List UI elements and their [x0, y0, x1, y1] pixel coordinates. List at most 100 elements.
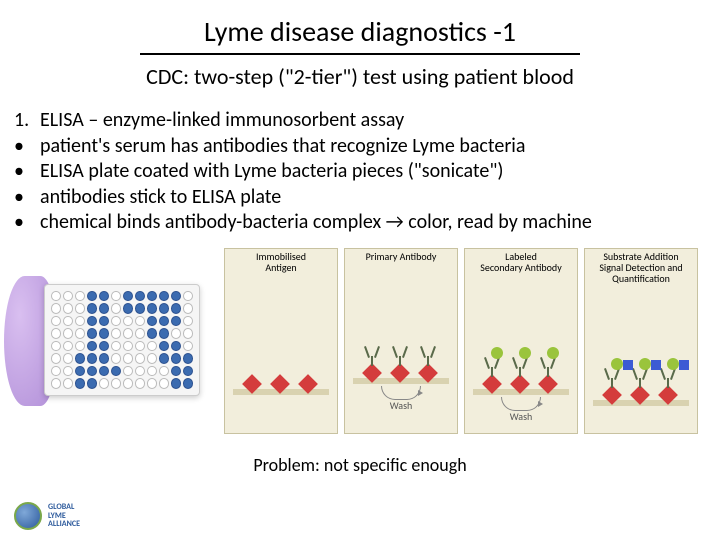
substrate-icon	[651, 360, 661, 370]
wash-label: Wash	[390, 399, 413, 412]
well	[75, 316, 85, 327]
well	[159, 366, 169, 377]
enzyme-icon	[491, 347, 503, 359]
panel-body: Wash	[465, 277, 577, 425]
list-item: •chemical binds antibody-bacteria comple…	[14, 210, 708, 236]
well	[87, 316, 97, 327]
well	[51, 303, 61, 314]
list-marker: •	[14, 134, 40, 160]
title-underline	[140, 53, 580, 55]
elisa-panel: Primary Antibody Wash	[344, 248, 458, 434]
page-title: Lyme disease diagnostics -1	[0, 0, 720, 49]
well	[123, 303, 133, 314]
elisa-panel: LabeledSecondary Antibody Wash	[464, 248, 578, 434]
list-item: •antibodies stick to ELISA plate	[14, 185, 708, 211]
well	[75, 378, 85, 389]
antibody-icon	[604, 368, 620, 388]
subtitle: CDC: two-step ("2-tier") test using pati…	[0, 63, 720, 90]
panel-label: Primary Antibody	[345, 249, 457, 264]
bullet-list: 1.ELISA – enzyme-linked immunosorbent as…	[14, 108, 708, 236]
well	[171, 341, 181, 352]
well	[111, 366, 121, 377]
list-marker: 1.	[14, 108, 40, 134]
well	[75, 341, 85, 352]
antibody-icon	[540, 357, 556, 377]
well	[159, 291, 169, 302]
well	[111, 353, 121, 364]
antibody-icon	[512, 357, 528, 377]
substrate-icon	[679, 360, 689, 370]
list-item: •ELISA plate coated with Lyme bacteria p…	[14, 159, 708, 185]
well	[87, 328, 97, 339]
well	[99, 366, 109, 377]
well	[123, 378, 133, 389]
well	[135, 303, 145, 314]
list-text: antibodies stick to ELISA plate	[40, 185, 281, 211]
well	[75, 303, 85, 314]
well	[123, 328, 133, 339]
well	[51, 316, 61, 327]
well	[63, 378, 73, 389]
well	[87, 291, 97, 302]
elisa-plate-photo	[4, 276, 202, 406]
well	[99, 341, 109, 352]
well	[63, 303, 73, 314]
well	[87, 378, 97, 389]
well	[147, 316, 157, 327]
enzyme-icon	[519, 347, 531, 359]
well	[111, 341, 121, 352]
well	[63, 291, 73, 302]
well	[87, 341, 97, 352]
well	[159, 328, 169, 339]
well	[147, 341, 157, 352]
well	[111, 316, 121, 327]
list-text: ELISA plate coated with Lyme bacteria pi…	[40, 159, 503, 185]
panel-label: LabeledSecondary Antibody	[465, 249, 577, 275]
wash-label: Wash	[510, 410, 533, 423]
antibody-icon	[364, 346, 380, 366]
well	[99, 316, 109, 327]
well	[99, 378, 109, 389]
well	[123, 341, 133, 352]
enzyme-icon	[667, 358, 679, 370]
antibody-icon	[420, 346, 436, 366]
well	[171, 291, 181, 302]
wash-arrow-icon	[501, 397, 541, 411]
well	[63, 328, 73, 339]
well	[147, 366, 157, 377]
well	[183, 353, 193, 364]
well	[159, 378, 169, 389]
well	[135, 291, 145, 302]
well	[63, 316, 73, 327]
list-item: 1.ELISA – enzyme-linked immunosorbent as…	[14, 108, 708, 134]
panel-body	[585, 288, 697, 436]
microplate	[44, 284, 200, 396]
antibody-icon	[660, 368, 676, 388]
panel-label: ImmobilisedAntigen	[225, 249, 337, 275]
well	[171, 378, 181, 389]
well	[159, 303, 169, 314]
antibody-icon	[484, 357, 500, 377]
well	[135, 341, 145, 352]
well	[171, 353, 181, 364]
well	[51, 291, 61, 302]
well	[183, 378, 193, 389]
well	[75, 353, 85, 364]
well	[87, 366, 97, 377]
well	[135, 366, 145, 377]
antibody-icon	[632, 368, 648, 388]
well	[51, 353, 61, 364]
well	[171, 316, 181, 327]
elisa-panel: Substrate AdditionSignal Detection andQu…	[584, 248, 698, 434]
list-marker: •	[14, 210, 40, 236]
well	[99, 328, 109, 339]
well	[147, 303, 157, 314]
well	[135, 316, 145, 327]
panel-body: Wash	[345, 266, 457, 414]
well	[111, 303, 121, 314]
well	[171, 328, 181, 339]
list-marker: •	[14, 159, 40, 185]
well	[135, 378, 145, 389]
list-text: patient's serum has antibodies that reco…	[40, 134, 525, 160]
well	[51, 378, 61, 389]
